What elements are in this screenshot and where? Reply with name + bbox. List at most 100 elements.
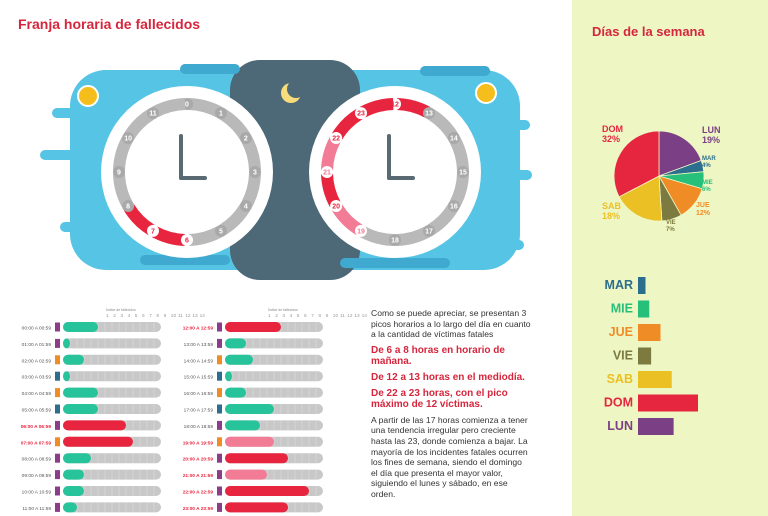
scale-tick: 6 [142, 313, 145, 319]
row-marker [55, 420, 60, 430]
row-marker [217, 338, 222, 348]
hour-bar [225, 420, 260, 431]
day-bar [638, 347, 652, 365]
day-label: MIE [611, 302, 633, 316]
row-marker [55, 486, 60, 496]
clock-pm: 12 13 14 15 16 17 18 19 20 21 22 23 [309, 86, 481, 258]
pie-value-label: 19% [702, 135, 720, 145]
row-marker [55, 388, 60, 398]
day-bar [638, 324, 661, 341]
page-title: Franja horaria de fallecidos [18, 16, 201, 32]
hour-row-label: 18:00 A 18:59 [184, 424, 214, 430]
outro-text: A partir de las 17 horas comienza a tene… [371, 414, 528, 499]
pie-label: MAR [702, 156, 716, 162]
day-label: JUE [609, 325, 633, 339]
hour-row-label: 01:00 A 01:59 [22, 342, 52, 348]
hour-label: 19 [357, 228, 365, 235]
day-label: DOM [604, 396, 633, 410]
hour-row-label: 06:00 A 06:59 [21, 424, 52, 430]
hour-label: 0 [185, 102, 189, 109]
hour-row-label: 02:00 A 02:59 [22, 358, 52, 364]
pie-slice [618, 175, 663, 222]
hour-marker [330, 132, 343, 144]
scale-tick: 4 [128, 313, 131, 319]
hour-row-label: 03:00 A 03:59 [22, 375, 52, 381]
scale-tick: 11 [340, 313, 345, 319]
hour-bar [225, 404, 274, 414]
hour-label: 23 [357, 111, 365, 118]
row-marker [55, 355, 60, 365]
day-label: LUN [607, 419, 633, 433]
hour-label: 22 [332, 136, 340, 143]
pie-label: JUE [696, 202, 710, 209]
hour-bar [225, 486, 309, 496]
scale-tick: 5 [135, 313, 138, 319]
peak-morning: De 6 a 8 horas en horario de mañana. [371, 344, 505, 367]
sun-icon [77, 85, 99, 107]
hour-marker [147, 107, 159, 120]
clock-am: 0 1 2 3 4 5 6 7 8 9 10 11 [101, 86, 273, 258]
day-bar [638, 371, 672, 388]
pie-label: DOM [602, 124, 623, 134]
hour-row-label: 19:00 A 19:59 [183, 440, 214, 446]
scale-tick: 10 [333, 313, 339, 319]
pie-value-label: 4% [702, 163, 711, 169]
hour-bar [63, 354, 84, 365]
row-marker [55, 470, 60, 480]
hour-marker [447, 132, 460, 144]
hour-row-label: 11:00 A 11:59 [22, 506, 51, 512]
scale-tick: 7 [311, 313, 314, 319]
hour-label: 5 [219, 228, 223, 235]
row-marker [55, 322, 60, 332]
pie-value-label: 6% [702, 187, 711, 193]
hour-row-label: 14:00 A 14:59 [184, 358, 214, 364]
hour-row-label: 10:00 A 10:59 [22, 490, 52, 496]
hour-row-label: 07:00 A 07:59 [21, 440, 52, 446]
hour-bar [63, 404, 98, 414]
hour-bar [225, 322, 281, 332]
hour-marker [239, 200, 252, 212]
row-marker [55, 371, 60, 381]
hour-marker [122, 200, 135, 212]
row-marker [217, 420, 222, 430]
hour-bar [63, 322, 98, 332]
hour-row-label: 08:00 A 08:59 [22, 457, 52, 463]
scale-tick: 5 [297, 313, 300, 319]
hour-label: 4 [244, 204, 248, 211]
hour-label: 13 [425, 111, 433, 118]
hour-marker [355, 224, 367, 237]
commentary: Como se puede apreciar, se presentan 3 p… [371, 308, 531, 505]
hour-bar [63, 371, 70, 382]
scale-tick: 11 [178, 313, 183, 319]
day-label: MAR [605, 278, 633, 292]
hour-label: 1 [219, 111, 223, 118]
hour-row-label: 05:00 A 05:59 [22, 408, 52, 414]
row-marker [217, 404, 222, 414]
moon-icon [281, 80, 305, 103]
day-bar [638, 277, 646, 294]
hour-marker [355, 107, 367, 120]
hour-bar [63, 453, 91, 464]
row-marker [217, 371, 222, 381]
scale-tick: 1 [268, 313, 271, 319]
row-marker [217, 453, 222, 463]
hour-bar [225, 354, 253, 365]
hour-label: 11 [149, 111, 157, 118]
hour-bar [225, 387, 246, 398]
hour-marker [239, 132, 252, 144]
hour-label: 7 [151, 228, 155, 235]
hour-row-label: 16:00 A 16:59 [184, 391, 214, 397]
hour-row-label: 17:00 A 17:59 [184, 408, 214, 414]
row-marker [217, 388, 222, 398]
scale-tick: 9 [326, 313, 329, 319]
row-marker [217, 502, 222, 512]
hour-label: 16 [450, 204, 458, 211]
hour-marker [249, 166, 261, 178]
pie-label: MIE [702, 180, 713, 186]
hour-marker [215, 224, 227, 237]
hour-marker [113, 166, 125, 178]
hour-bar [63, 338, 70, 349]
peak-noon: De 12 a 13 horas en el mediodía. [371, 371, 525, 383]
